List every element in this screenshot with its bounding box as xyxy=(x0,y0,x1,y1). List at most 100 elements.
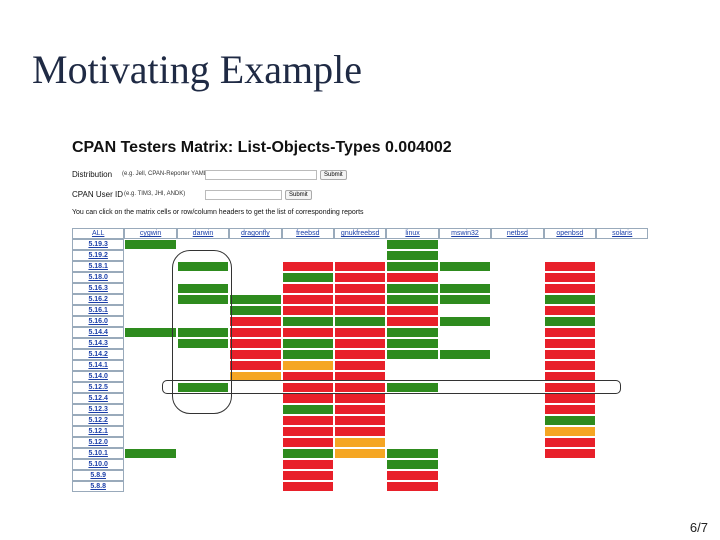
matrix-cell[interactable] xyxy=(386,305,439,316)
matrix-cell[interactable] xyxy=(281,305,334,316)
matrix-cell[interactable] xyxy=(124,239,177,250)
matrix-cell[interactable] xyxy=(386,382,439,393)
matrix-cell[interactable] xyxy=(229,371,282,382)
matrix-cell[interactable] xyxy=(281,393,334,404)
matrix-cell[interactable] xyxy=(543,437,596,448)
row-header[interactable]: 5.12.5 xyxy=(72,382,125,393)
matrix-cell[interactable] xyxy=(543,382,596,393)
row-header[interactable]: 5.18.1 xyxy=(72,261,125,272)
row-header[interactable]: 5.8.9 xyxy=(72,470,125,481)
matrix-cell[interactable] xyxy=(334,316,387,327)
column-header[interactable]: gnukfreebsd xyxy=(334,228,387,239)
row-header[interactable]: 5.12.0 xyxy=(72,437,125,448)
matrix-cell[interactable] xyxy=(334,382,387,393)
matrix-cell[interactable] xyxy=(543,448,596,459)
matrix-cell[interactable] xyxy=(543,371,596,382)
matrix-cell[interactable] xyxy=(229,360,282,371)
matrix-cell[interactable] xyxy=(438,261,492,272)
matrix-cell[interactable] xyxy=(281,338,334,349)
matrix-cell[interactable] xyxy=(334,272,387,283)
matrix-cell[interactable] xyxy=(386,327,439,338)
matrix-cell[interactable] xyxy=(334,437,387,448)
column-header[interactable]: cygwin xyxy=(124,228,177,239)
column-header[interactable]: darwin xyxy=(176,228,230,239)
row-header[interactable]: 5.12.3 xyxy=(72,404,125,415)
submit-button[interactable]: Submit xyxy=(285,190,312,200)
matrix-cell[interactable] xyxy=(281,382,334,393)
matrix-cell[interactable] xyxy=(543,283,596,294)
matrix-cell[interactable] xyxy=(438,294,492,305)
row-header[interactable]: 5.10.0 xyxy=(72,459,125,470)
matrix-cell[interactable] xyxy=(334,404,387,415)
matrix-cell[interactable] xyxy=(334,360,387,371)
row-header[interactable]: 5.12.1 xyxy=(72,426,125,437)
matrix-cell[interactable] xyxy=(281,448,334,459)
matrix-cell[interactable] xyxy=(281,437,334,448)
matrix-cell[interactable] xyxy=(281,360,334,371)
matrix-cell[interactable] xyxy=(281,349,334,360)
column-header[interactable]: netbsd xyxy=(491,228,544,239)
matrix-cell[interactable] xyxy=(229,327,282,338)
matrix-cell[interactable] xyxy=(334,448,387,459)
matrix-cell[interactable] xyxy=(386,239,439,250)
matrix-cell[interactable] xyxy=(438,283,492,294)
matrix-cell[interactable] xyxy=(229,316,282,327)
column-header[interactable]: solaris xyxy=(596,228,649,239)
matrix-cell[interactable] xyxy=(281,316,334,327)
row-header[interactable]: 5.10.1 xyxy=(72,448,125,459)
matrix-cell[interactable] xyxy=(386,338,439,349)
row-header[interactable]: 5.8.8 xyxy=(72,481,125,492)
matrix-cell[interactable] xyxy=(386,272,439,283)
column-header[interactable]: openbsd xyxy=(543,228,596,239)
matrix-cell[interactable] xyxy=(334,261,387,272)
matrix-cell[interactable] xyxy=(543,393,596,404)
matrix-cell[interactable] xyxy=(543,294,596,305)
row-header[interactable]: 5.14.4 xyxy=(72,327,125,338)
row-header[interactable]: 5.14.1 xyxy=(72,360,125,371)
matrix-cell[interactable] xyxy=(281,404,334,415)
column-header[interactable]: linux xyxy=(386,228,439,239)
matrix-cell[interactable] xyxy=(334,426,387,437)
matrix-cell[interactable] xyxy=(543,426,596,437)
matrix-cell[interactable] xyxy=(281,272,334,283)
row-header[interactable]: 5.19.2 xyxy=(72,250,125,261)
matrix-cell[interactable] xyxy=(543,305,596,316)
matrix-cell[interactable] xyxy=(124,327,177,338)
matrix-cell[interactable] xyxy=(176,327,230,338)
matrix-cell[interactable] xyxy=(334,283,387,294)
text-input[interactable] xyxy=(205,190,282,200)
matrix-cell[interactable] xyxy=(281,294,334,305)
matrix-cell[interactable] xyxy=(386,481,439,492)
matrix-cell[interactable] xyxy=(543,415,596,426)
row-header[interactable]: 5.14.0 xyxy=(72,371,125,382)
row-header[interactable]: 5.14.2 xyxy=(72,349,125,360)
matrix-cell[interactable] xyxy=(176,382,230,393)
row-header[interactable]: 5.16.0 xyxy=(72,316,125,327)
matrix-cell[interactable] xyxy=(386,448,439,459)
matrix-cell[interactable] xyxy=(386,349,439,360)
matrix-cell[interactable] xyxy=(281,371,334,382)
column-header[interactable]: freebsd xyxy=(281,228,334,239)
matrix-cell[interactable] xyxy=(229,349,282,360)
matrix-cell[interactable] xyxy=(386,459,439,470)
row-header[interactable]: 5.16.3 xyxy=(72,283,125,294)
matrix-cell[interactable] xyxy=(281,481,334,492)
row-header[interactable]: 5.12.4 xyxy=(72,393,125,404)
matrix-cell[interactable] xyxy=(543,316,596,327)
column-header[interactable]: ALL xyxy=(72,228,125,239)
matrix-cell[interactable] xyxy=(176,338,230,349)
matrix-cell[interactable] xyxy=(281,415,334,426)
row-header[interactable]: 5.18.0 xyxy=(72,272,125,283)
matrix-cell[interactable] xyxy=(386,261,439,272)
matrix-cell[interactable] xyxy=(334,305,387,316)
matrix-cell[interactable] xyxy=(386,470,439,481)
text-input[interactable] xyxy=(205,170,317,180)
matrix-cell[interactable] xyxy=(543,360,596,371)
matrix-cell[interactable] xyxy=(334,349,387,360)
matrix-cell[interactable] xyxy=(334,294,387,305)
matrix-cell[interactable] xyxy=(543,261,596,272)
matrix-cell[interactable] xyxy=(281,327,334,338)
matrix-cell[interactable] xyxy=(543,349,596,360)
matrix-cell[interactable] xyxy=(543,404,596,415)
column-header[interactable]: mswin32 xyxy=(438,228,492,239)
